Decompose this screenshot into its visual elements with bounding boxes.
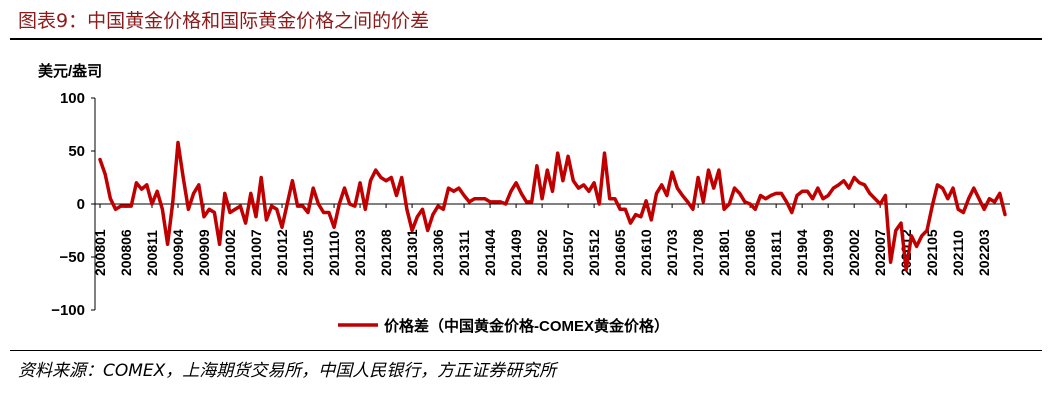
bottom-rule — [10, 350, 1042, 351]
x-tick-label: 201301 — [404, 229, 420, 276]
x-tick-label: 201306 — [430, 229, 446, 276]
x-tick-label: 202002 — [846, 229, 862, 276]
x-tick-label: 201409 — [508, 229, 524, 276]
y-tick-label: 50 — [68, 143, 85, 160]
x-tick-label: 202007 — [872, 229, 888, 276]
x-tick-label: 202110 — [950, 230, 966, 276]
x-tick-label: 201002 — [222, 229, 238, 276]
x-tick-label: 200806 — [118, 229, 134, 276]
x-tick-label: 202203 — [976, 229, 992, 276]
x-tick-label: 201512 — [586, 229, 602, 276]
series-line — [98, 140, 1007, 272]
x-tick-label: 201502 — [534, 229, 550, 276]
x-tick-label: 201909 — [820, 229, 836, 276]
x-tick-label: 201110 — [326, 231, 342, 276]
x-tick-label: 200909 — [196, 229, 212, 276]
top-rule — [10, 38, 1042, 40]
legend: 价格差（中国黄金价格-COMEX黄金价格） — [338, 317, 669, 335]
x-tick-label: 200801 — [92, 229, 108, 276]
x-tick-label: 201811 — [768, 230, 784, 276]
x-tick-label: 200811 — [144, 230, 160, 276]
x-tick-label: 201904 — [794, 229, 810, 276]
x-tick-label: 201605 — [612, 229, 628, 276]
legend-label: 价格差（中国黄金价格-COMEX黄金价格） — [384, 317, 669, 335]
x-tick-label: 201012 — [274, 229, 290, 276]
x-tick-label: 200904 — [170, 229, 186, 276]
x-tick-label: 201007 — [248, 229, 264, 276]
x-tick-label: 201105 — [300, 230, 316, 276]
x-tick-label: 201208 — [378, 229, 394, 276]
y-axis-label: 美元/盎司 — [38, 62, 102, 80]
x-tick-label: 201311 — [456, 230, 472, 276]
x-tick-label: 202105 — [924, 229, 940, 276]
figure-source: 资料来源：COMEX，上海期货交易所，中国人民银行，方正证券研究所 — [18, 361, 557, 381]
y-tick-label: 100 — [60, 90, 85, 107]
y-tick-label: −50 — [60, 249, 85, 266]
y-tick-label: −100 — [51, 302, 85, 319]
x-tick-label: 201610 — [638, 229, 654, 276]
x-tick-label: 201801 — [716, 229, 732, 276]
x-tick-label: 201404 — [482, 229, 498, 276]
x-tick-label: 201203 — [352, 229, 368, 276]
y-tick-label: 0 — [77, 196, 85, 213]
figure-title: 图表9：中国黄金价格和国际黄金价格之间的价差 — [18, 10, 430, 32]
x-tick-label: 201507 — [560, 229, 576, 276]
x-tick-label: 201703 — [664, 229, 680, 276]
x-tick-label: 201708 — [690, 229, 706, 276]
x-tick-label: 201806 — [742, 229, 758, 276]
